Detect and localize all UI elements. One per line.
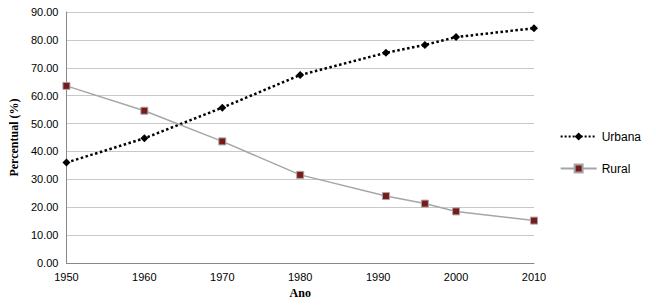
svg-text:30.00: 30.00: [31, 173, 59, 185]
svg-text:Ano: Ano: [290, 286, 311, 300]
svg-text:1980: 1980: [288, 271, 312, 283]
svg-text:0.00: 0.00: [37, 257, 58, 269]
svg-text:1990: 1990: [366, 271, 390, 283]
svg-text:50.00: 50.00: [31, 118, 59, 130]
svg-text:1950: 1950: [54, 271, 78, 283]
svg-text:Urbana: Urbana: [602, 130, 642, 144]
svg-text:40.00: 40.00: [31, 145, 59, 157]
svg-text:Percentual (%): Percentual (%): [7, 98, 21, 176]
svg-text:1960: 1960: [132, 271, 156, 283]
svg-text:70.00: 70.00: [31, 62, 59, 74]
svg-text:1970: 1970: [210, 271, 234, 283]
svg-text:Rural: Rural: [602, 162, 631, 176]
svg-text:10.00: 10.00: [31, 229, 59, 241]
svg-text:20.00: 20.00: [31, 201, 59, 213]
svg-text:60.00: 60.00: [31, 90, 59, 102]
svg-text:2000: 2000: [444, 271, 468, 283]
svg-text:80.00: 80.00: [31, 34, 59, 46]
svg-text:90.00: 90.00: [31, 6, 59, 18]
svg-text:2010: 2010: [522, 271, 546, 283]
